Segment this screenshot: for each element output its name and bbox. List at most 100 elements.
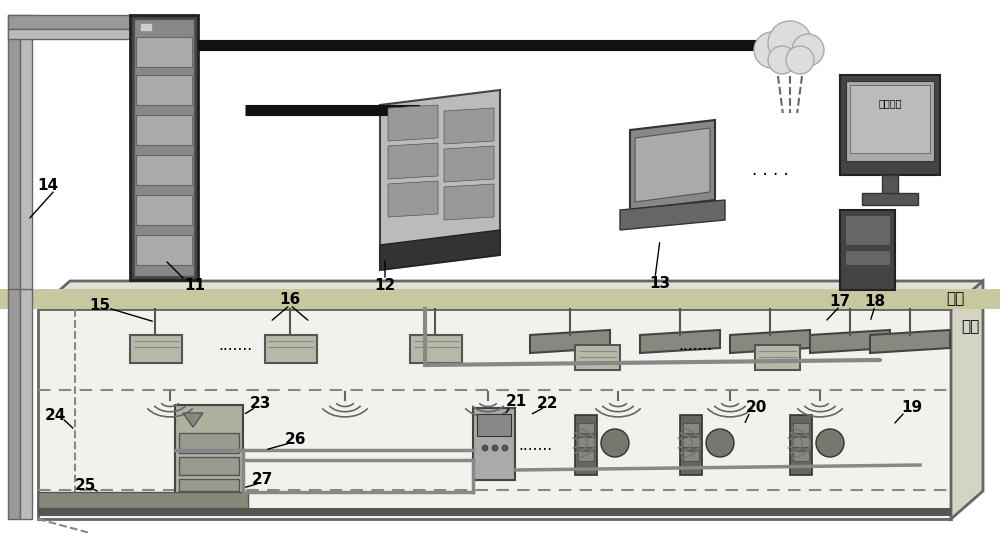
Text: 19: 19 (901, 400, 923, 416)
Bar (8, 289, 20, 519)
Polygon shape (530, 330, 610, 353)
Bar (477, 414, 511, 436)
Polygon shape (38, 281, 983, 309)
Text: 井下: 井下 (961, 319, 979, 335)
Text: 25: 25 (74, 478, 96, 492)
Bar (38, 309, 951, 519)
Text: 12: 12 (374, 278, 396, 293)
Text: 16: 16 (279, 293, 301, 308)
Bar (136, 155, 192, 185)
Polygon shape (388, 181, 438, 217)
Text: 27: 27 (251, 472, 273, 488)
Polygon shape (810, 330, 890, 353)
Circle shape (601, 429, 629, 457)
Bar (179, 457, 239, 475)
Bar (136, 235, 192, 265)
Bar (683, 437, 699, 447)
Bar (179, 433, 239, 453)
Polygon shape (620, 200, 725, 230)
Bar (175, 405, 243, 495)
Polygon shape (410, 335, 462, 363)
Bar (38, 508, 951, 516)
Bar (578, 437, 594, 447)
Bar (136, 115, 192, 145)
Polygon shape (388, 105, 438, 141)
Polygon shape (183, 413, 203, 427)
Polygon shape (130, 335, 182, 363)
Bar (578, 423, 594, 433)
Bar (683, 451, 699, 461)
Text: 13: 13 (649, 276, 671, 290)
Bar (8, 15, 20, 290)
Text: 地面: 地面 (946, 292, 964, 306)
Polygon shape (444, 184, 494, 220)
Text: 15: 15 (89, 297, 111, 312)
Polygon shape (635, 128, 710, 202)
Bar (680, 415, 702, 475)
Bar (136, 75, 192, 105)
Polygon shape (951, 281, 983, 519)
Text: 20: 20 (745, 400, 767, 416)
Circle shape (482, 445, 488, 451)
Bar (840, 75, 940, 175)
Bar (845, 250, 890, 265)
Bar (20, 15, 32, 290)
Bar (8, 29, 138, 39)
Bar (134, 19, 194, 276)
Polygon shape (444, 146, 494, 182)
Bar (575, 415, 597, 475)
Circle shape (792, 34, 824, 66)
Circle shape (768, 46, 796, 74)
Bar (793, 451, 809, 461)
Text: ·······: ······· (518, 442, 552, 457)
Bar (578, 451, 594, 461)
Circle shape (816, 429, 844, 457)
Polygon shape (575, 345, 620, 370)
Polygon shape (870, 330, 950, 353)
Polygon shape (640, 330, 720, 353)
Text: 22: 22 (537, 395, 559, 410)
Text: 24: 24 (44, 408, 66, 423)
Bar (473, 408, 515, 480)
Circle shape (786, 46, 814, 74)
Polygon shape (388, 143, 438, 179)
Bar (140, 23, 152, 31)
Text: ·······: ······· (218, 343, 252, 358)
Text: 21: 21 (505, 394, 527, 409)
Bar (793, 437, 809, 447)
Bar (790, 415, 812, 475)
Polygon shape (630, 120, 715, 210)
Polygon shape (380, 230, 500, 270)
Polygon shape (755, 345, 800, 370)
Bar (136, 195, 192, 225)
Circle shape (754, 32, 790, 68)
Circle shape (768, 21, 812, 65)
Bar (0, 289, 1000, 309)
Circle shape (502, 445, 508, 451)
Circle shape (706, 429, 734, 457)
Bar (130, 15, 198, 280)
Text: 23: 23 (249, 395, 271, 410)
Text: 17: 17 (829, 295, 851, 310)
Text: · · · ·: · · · · (752, 166, 788, 184)
Bar (850, 85, 930, 153)
Bar (840, 210, 895, 290)
Polygon shape (265, 335, 317, 363)
Text: 预警结果: 预警结果 (878, 98, 902, 108)
Circle shape (492, 445, 498, 451)
Bar (136, 37, 192, 67)
Polygon shape (730, 330, 810, 353)
Bar (8, 15, 138, 29)
Polygon shape (444, 108, 494, 144)
Text: 26: 26 (284, 432, 306, 448)
Bar (862, 193, 918, 205)
Text: 18: 18 (864, 294, 886, 309)
Bar (846, 81, 934, 161)
Text: 11: 11 (184, 278, 206, 293)
Bar (882, 175, 898, 195)
Polygon shape (380, 90, 500, 270)
Text: ·······: ······· (678, 343, 712, 358)
Bar (38, 492, 248, 508)
Bar (683, 423, 699, 433)
Bar (793, 423, 809, 433)
